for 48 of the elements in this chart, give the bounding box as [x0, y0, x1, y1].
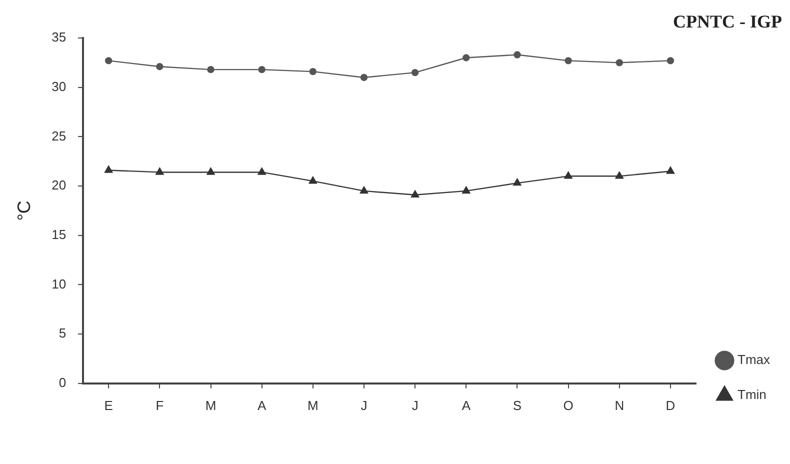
point — [616, 59, 623, 66]
point — [156, 63, 164, 70]
x-tick-label: S — [512, 398, 522, 413]
point — [564, 57, 572, 64]
point — [156, 168, 164, 175]
y-tick-label: 20 — [52, 178, 66, 193]
legend-label: Tmin — [738, 387, 766, 402]
point — [615, 172, 624, 179]
y-tick-label: 10 — [52, 276, 66, 292]
y-tick-label: 30 — [52, 78, 66, 94]
point — [206, 168, 215, 175]
point — [258, 168, 266, 175]
x-tick-label: J — [360, 398, 368, 413]
y-tick-label: 5 — [58, 326, 66, 341]
point — [411, 190, 420, 198]
point — [360, 74, 368, 82]
point — [258, 66, 266, 74]
x-tick-label: D — [666, 398, 676, 413]
point — [360, 186, 368, 194]
point — [308, 176, 317, 184]
y-axis-title: °C — [14, 200, 34, 221]
point — [462, 54, 470, 62]
text: CPNTC - IGP — [673, 12, 782, 32]
x-tick-label: M — [307, 398, 318, 413]
point — [105, 57, 112, 64]
y-tick-label: 0 — [58, 374, 66, 390]
y-tick-label: 15 — [52, 226, 66, 242]
point — [666, 166, 675, 174]
point — [513, 178, 522, 186]
point — [514, 51, 521, 58]
y-tick-label: 25 — [52, 128, 66, 144]
x-tick-label: M — [205, 398, 216, 413]
x-tick-label: E — [104, 398, 114, 413]
x-tick-label: J — [412, 398, 418, 413]
legend-label: Tmax — [738, 352, 770, 368]
point — [207, 66, 214, 74]
point — [564, 172, 572, 179]
x-tick-label: O — [563, 398, 574, 413]
point — [104, 166, 113, 173]
point — [309, 68, 317, 76]
x-tick-label: F — [156, 398, 164, 413]
point — [666, 57, 674, 64]
point — [462, 186, 470, 194]
point — [411, 68, 419, 76]
x-tick-label: A — [258, 398, 266, 413]
x-tick-label: A — [462, 398, 471, 413]
x-tick-label: N — [614, 398, 624, 413]
y-tick-label: 35 — [52, 30, 66, 45]
